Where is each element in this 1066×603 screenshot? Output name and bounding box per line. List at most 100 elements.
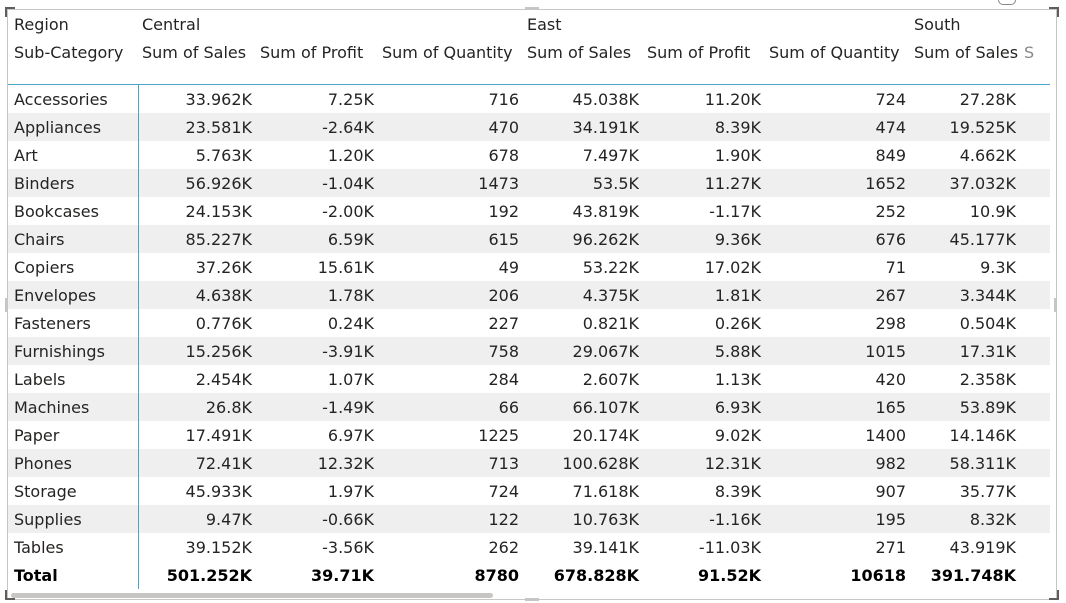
row-label[interactable]: Fasteners [8,309,139,337]
cell-c-sales[interactable]: 26.8K [138,393,256,421]
cell-c-profit[interactable]: 15.61K [317,257,374,277]
visual-options-icon[interactable] [998,0,1016,5]
measure-header-quantity[interactable]: Sum of Quantity [769,42,900,62]
cell-c-sales[interactable]: 0.776K [195,313,252,333]
table-row[interactable]: Storage 45.933K 1.97K 724 71.618K 8.39K 907 35.… [8,477,1050,505]
cell-c-profit[interactable]: 1.78K [256,281,378,309]
cell-e-qty[interactable]: 1015 [765,337,910,365]
table-row[interactable]: Tables 39.152K -3.56K 262 39.141K -11.03K 271 4… [8,533,1050,561]
cell-e-profit[interactable]: 11.27K [643,169,765,197]
cell-e-qty[interactable]: 1400 [865,425,906,445]
table-row[interactable]: Copiers 37.26K 15.61K 49 53.22K 17.02K 71 9.3K [8,253,1050,281]
cell-e-sales[interactable]: 96.262K [523,225,643,253]
row-label[interactable]: Copiers [8,253,139,281]
cell-e-qty[interactable]: 252 [875,201,906,221]
resize-handle-right[interactable] [1054,298,1057,312]
table-row[interactable]: Fasteners 0.776K 0.24K 227 0.821K 0.26K 298 0.5… [8,309,1050,337]
row-label[interactable]: Tables [8,533,139,561]
cell-c-profit[interactable]: -3.91K [256,337,378,365]
cell-e-qty[interactable]: 849 [875,145,906,165]
cell-c-profit[interactable]: 1.07K [327,369,374,389]
cell-c-qty[interactable]: 206 [378,281,523,309]
cell-s-sales[interactable]: 2.358K [959,369,1016,389]
cell-c-sales[interactable]: 2.454K [195,369,252,389]
cell-e-sales[interactable]: 678.828K [553,565,639,585]
table-row[interactable]: Supplies 9.47K -0.66K 122 10.763K -1.16K 195 8.… [8,505,1050,533]
cell-c-profit[interactable]: 39.71K [310,565,374,585]
cell-c-qty[interactable]: 192 [488,201,519,221]
cell-e-sales[interactable]: 45.038K [572,89,639,109]
cell-e-sales[interactable]: 20.174K [572,425,639,445]
cell-c-sales[interactable]: 501.252K [166,565,252,585]
cell-s-sales[interactable]: 45.177K [910,225,1020,253]
cell-s-sales[interactable]: 4.662K [959,145,1016,165]
cell-c-sales[interactable]: 9.47K [138,505,256,533]
cell-e-qty[interactable]: 982 [765,449,910,477]
cell-c-profit[interactable]: -2.00K [322,201,374,221]
region-header-central[interactable]: Central [142,14,201,34]
cell-e-profit[interactable]: -11.03K [698,537,761,557]
cell-c-qty[interactable]: 49 [498,257,519,277]
cell-s-sales[interactable]: 35.77K [959,481,1016,501]
cell-e-sales[interactable]: 2.607K [582,369,639,389]
cell-c-sales[interactable]: 17.491K [185,425,252,445]
cell-e-profit[interactable]: 5.88K [643,337,765,365]
cell-c-qty[interactable]: 758 [378,337,523,365]
cell-c-profit[interactable]: 12.32K [256,449,378,477]
cell-c-sales[interactable]: 56.926K [138,169,256,197]
table-row[interactable]: Machines 26.8K -1.49K 66 66.107K 6.93K 165 53.8… [8,393,1050,421]
cell-e-sales[interactable]: 10.763K [523,505,643,533]
measure-header-sales[interactable]: Sum of Sales [914,42,1019,62]
cell-e-qty[interactable]: 676 [765,225,910,253]
cell-c-sales[interactable]: 24.153K [185,201,252,221]
cell-c-qty[interactable]: 262 [488,537,519,557]
table-row[interactable]: Art 5.763K 1.20K 678 7.497K 1.90K 849 4.662K [8,141,1050,169]
cell-e-qty[interactable]: 420 [875,369,906,389]
table-row[interactable]: Bookcases 24.153K -2.00K 192 43.819K -1.17K 25… [8,197,1050,225]
cell-e-qty[interactable]: 907 [875,481,906,501]
cell-c-profit[interactable]: -3.56K [322,537,374,557]
cell-e-profit[interactable]: -1.16K [643,505,765,533]
cell-c-qty[interactable]: 66 [378,393,523,421]
table-row[interactable]: Labels 2.454K 1.07K 284 2.607K 1.13K 420 2.358K [8,365,1050,393]
cell-c-profit[interactable]: 6.59K [256,225,378,253]
cell-s-sales[interactable]: 43.919K [949,537,1016,557]
cell-c-qty[interactable]: 615 [378,225,523,253]
cell-c-qty[interactable]: 1225 [478,425,519,445]
cell-e-profit[interactable]: 6.93K [643,393,765,421]
table-row[interactable]: Paper 17.491K 6.97K 1225 20.174K 9.02K 1400 14.… [8,421,1050,449]
matrix-visual[interactable]: Region Central East South Sub-Category S… [7,9,1057,600]
measure-header-sales[interactable]: Sum of Sales [142,42,247,62]
cell-e-sales[interactable]: 53.5K [523,169,643,197]
cell-c-sales[interactable]: 33.962K [185,89,252,109]
cell-c-sales[interactable]: 5.763K [195,145,252,165]
cell-e-qty[interactable]: 724 [875,89,906,109]
table-row[interactable]: Phones 72.41K 12.32K 713 100.628K 12.31K 982 58… [8,449,1050,477]
cell-c-sales[interactable]: 85.227K [138,225,256,253]
cell-e-profit[interactable]: 91.52K [697,565,761,585]
cell-s-sales[interactable]: 10.9K [969,201,1016,221]
table-row[interactable]: Envelopes 4.638K 1.78K 206 4.375K 1.81K 267 3.3… [8,281,1050,309]
row-label[interactable]: Accessories [8,84,139,113]
cell-e-sales[interactable]: 34.191K [523,113,643,141]
cell-e-profit[interactable]: 9.36K [643,225,765,253]
table-row[interactable]: Furnishings 15.256K -3.91K 758 29.067K 5.88K 1… [8,337,1050,365]
cell-e-qty[interactable]: 267 [765,281,910,309]
cell-e-qty[interactable]: 195 [765,505,910,533]
measure-header-quantity[interactable]: Sum of Quantity [382,42,513,62]
cell-e-qty[interactable]: 71 [885,257,906,277]
cell-s-sales[interactable]: 14.146K [949,425,1016,445]
cell-e-profit[interactable]: 1.13K [714,369,761,389]
cell-e-sales[interactable]: 4.375K [523,281,643,309]
cell-c-profit[interactable]: 1.20K [327,145,374,165]
resize-corner-top-left[interactable] [5,7,15,17]
cell-c-qty[interactable]: 227 [488,313,519,333]
table-row[interactable]: Accessories 33.962K 7.25K 716 45.038K 11.20K 7… [8,84,1050,113]
cell-e-qty[interactable]: 474 [765,113,910,141]
cell-c-qty[interactable]: 716 [488,89,519,109]
cell-c-qty[interactable]: 470 [378,113,523,141]
cell-e-sales[interactable]: 39.141K [572,537,639,557]
cell-s-sales[interactable]: 37.032K [910,169,1020,197]
row-label[interactable]: Furnishings [8,337,139,365]
cell-c-sales[interactable]: 4.638K [138,281,256,309]
